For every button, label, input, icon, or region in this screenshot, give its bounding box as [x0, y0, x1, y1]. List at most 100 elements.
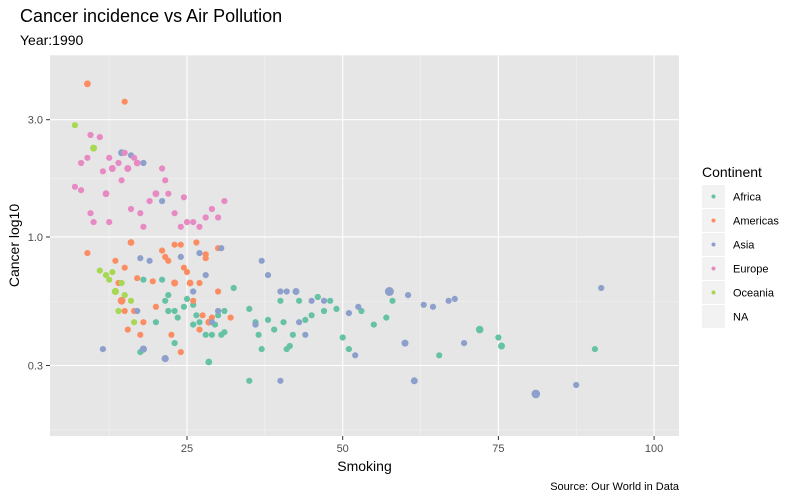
data-point-europe — [106, 219, 113, 226]
data-point-africa — [221, 329, 228, 336]
plot-panel — [50, 55, 679, 436]
data-point-europe — [71, 183, 78, 190]
data-point-europe — [171, 210, 178, 217]
data-point-asia — [190, 288, 197, 295]
data-point-africa — [345, 346, 352, 353]
data-point-europe — [106, 154, 113, 161]
major-grid — [50, 55, 679, 436]
data-point-asia — [410, 377, 418, 385]
data-point-europe — [78, 187, 85, 194]
data-point-americas — [190, 297, 197, 304]
data-point-europe — [99, 168, 106, 175]
data-point-oceania — [71, 122, 78, 129]
data-point-americas — [137, 331, 144, 338]
legend-label-oceania: Oceania — [733, 288, 775, 300]
data-points — [71, 80, 605, 399]
data-point-americas — [162, 253, 169, 260]
data-point-asia — [292, 288, 300, 295]
data-point-asia — [405, 292, 412, 299]
data-point-oceania — [111, 287, 119, 296]
data-point-americas — [168, 331, 175, 338]
data-point-americas — [121, 98, 128, 105]
data-point-africa — [162, 297, 169, 304]
data-point-asia — [146, 257, 153, 264]
data-point-africa — [339, 334, 346, 341]
data-point-africa — [280, 319, 287, 326]
data-point-americas — [121, 307, 128, 315]
data-point-africa — [383, 314, 390, 321]
data-point-europe — [165, 190, 172, 197]
data-point-americas — [140, 319, 147, 326]
data-point-europe — [87, 210, 94, 217]
data-point-africa — [255, 331, 262, 338]
data-point-africa — [171, 307, 178, 315]
minor-grid — [50, 55, 679, 436]
x-axis-ticks: 25 50 75 100 — [181, 436, 663, 455]
data-point-africa — [436, 352, 443, 359]
legend-label-africa: Africa — [733, 192, 762, 204]
data-point-europe — [183, 219, 191, 226]
legend-key-dot — [711, 266, 716, 271]
data-point-europe — [127, 205, 135, 213]
legend-key-dot — [711, 218, 716, 223]
data-point-americas — [171, 279, 179, 287]
legend-key-dot — [711, 242, 716, 247]
data-point-asia — [401, 339, 409, 347]
data-point-americas — [84, 250, 91, 257]
data-point-africa — [196, 319, 203, 326]
data-point-europe — [196, 223, 203, 230]
data-point-asia — [531, 389, 541, 399]
data-point-europe — [221, 198, 228, 205]
data-point-oceania — [127, 297, 135, 304]
data-point-oceania — [118, 279, 125, 287]
data-point-africa — [286, 342, 293, 350]
data-point-asia — [196, 250, 203, 257]
data-point-asia — [177, 253, 184, 260]
data-point-africa — [498, 342, 505, 350]
data-point-asia — [429, 303, 437, 310]
data-point-americas — [227, 314, 234, 321]
data-point-africa — [308, 312, 315, 319]
data-point-asia — [277, 377, 284, 384]
data-point-europe — [84, 154, 91, 161]
data-point-africa — [370, 321, 377, 328]
data-point-africa — [327, 297, 334, 304]
data-point-europe — [159, 165, 166, 172]
data-point-europe — [146, 198, 153, 205]
data-point-africa — [246, 305, 253, 312]
data-point-africa — [221, 307, 228, 315]
data-point-oceania — [96, 267, 103, 274]
data-point-africa — [389, 297, 396, 304]
data-point-africa — [180, 303, 187, 310]
data-point-europe — [90, 219, 97, 226]
data-point-europe — [152, 190, 160, 198]
data-point-africa — [190, 321, 197, 328]
y-tick-label: 0.3 — [28, 361, 43, 373]
data-point-europe — [133, 159, 141, 167]
data-point-europe — [108, 165, 116, 172]
y-axis-ticks: 0.3 1.0 3.0 — [28, 115, 50, 373]
data-point-asia — [308, 297, 315, 304]
data-point-africa — [246, 377, 253, 384]
legend-key-dot — [711, 194, 716, 199]
data-point-africa — [475, 325, 484, 334]
data-point-americas — [124, 326, 131, 333]
data-point-oceania — [106, 276, 113, 283]
data-point-americas — [180, 264, 187, 271]
data-point-americas — [202, 251, 209, 258]
data-point-europe — [121, 149, 128, 156]
data-point-africa — [230, 284, 237, 292]
y-tick-label: 3.0 — [28, 115, 43, 127]
data-point-africa — [302, 316, 309, 323]
data-point-africa — [591, 346, 599, 353]
data-point-africa — [296, 297, 303, 304]
data-point-asia — [302, 331, 309, 338]
data-point-oceania — [90, 144, 98, 152]
data-point-americas — [208, 314, 215, 321]
data-point-americas — [196, 279, 203, 287]
data-point-africa — [208, 331, 215, 338]
data-point-europe — [190, 219, 197, 226]
data-point-asia — [461, 340, 468, 347]
data-point-americas — [152, 303, 159, 310]
